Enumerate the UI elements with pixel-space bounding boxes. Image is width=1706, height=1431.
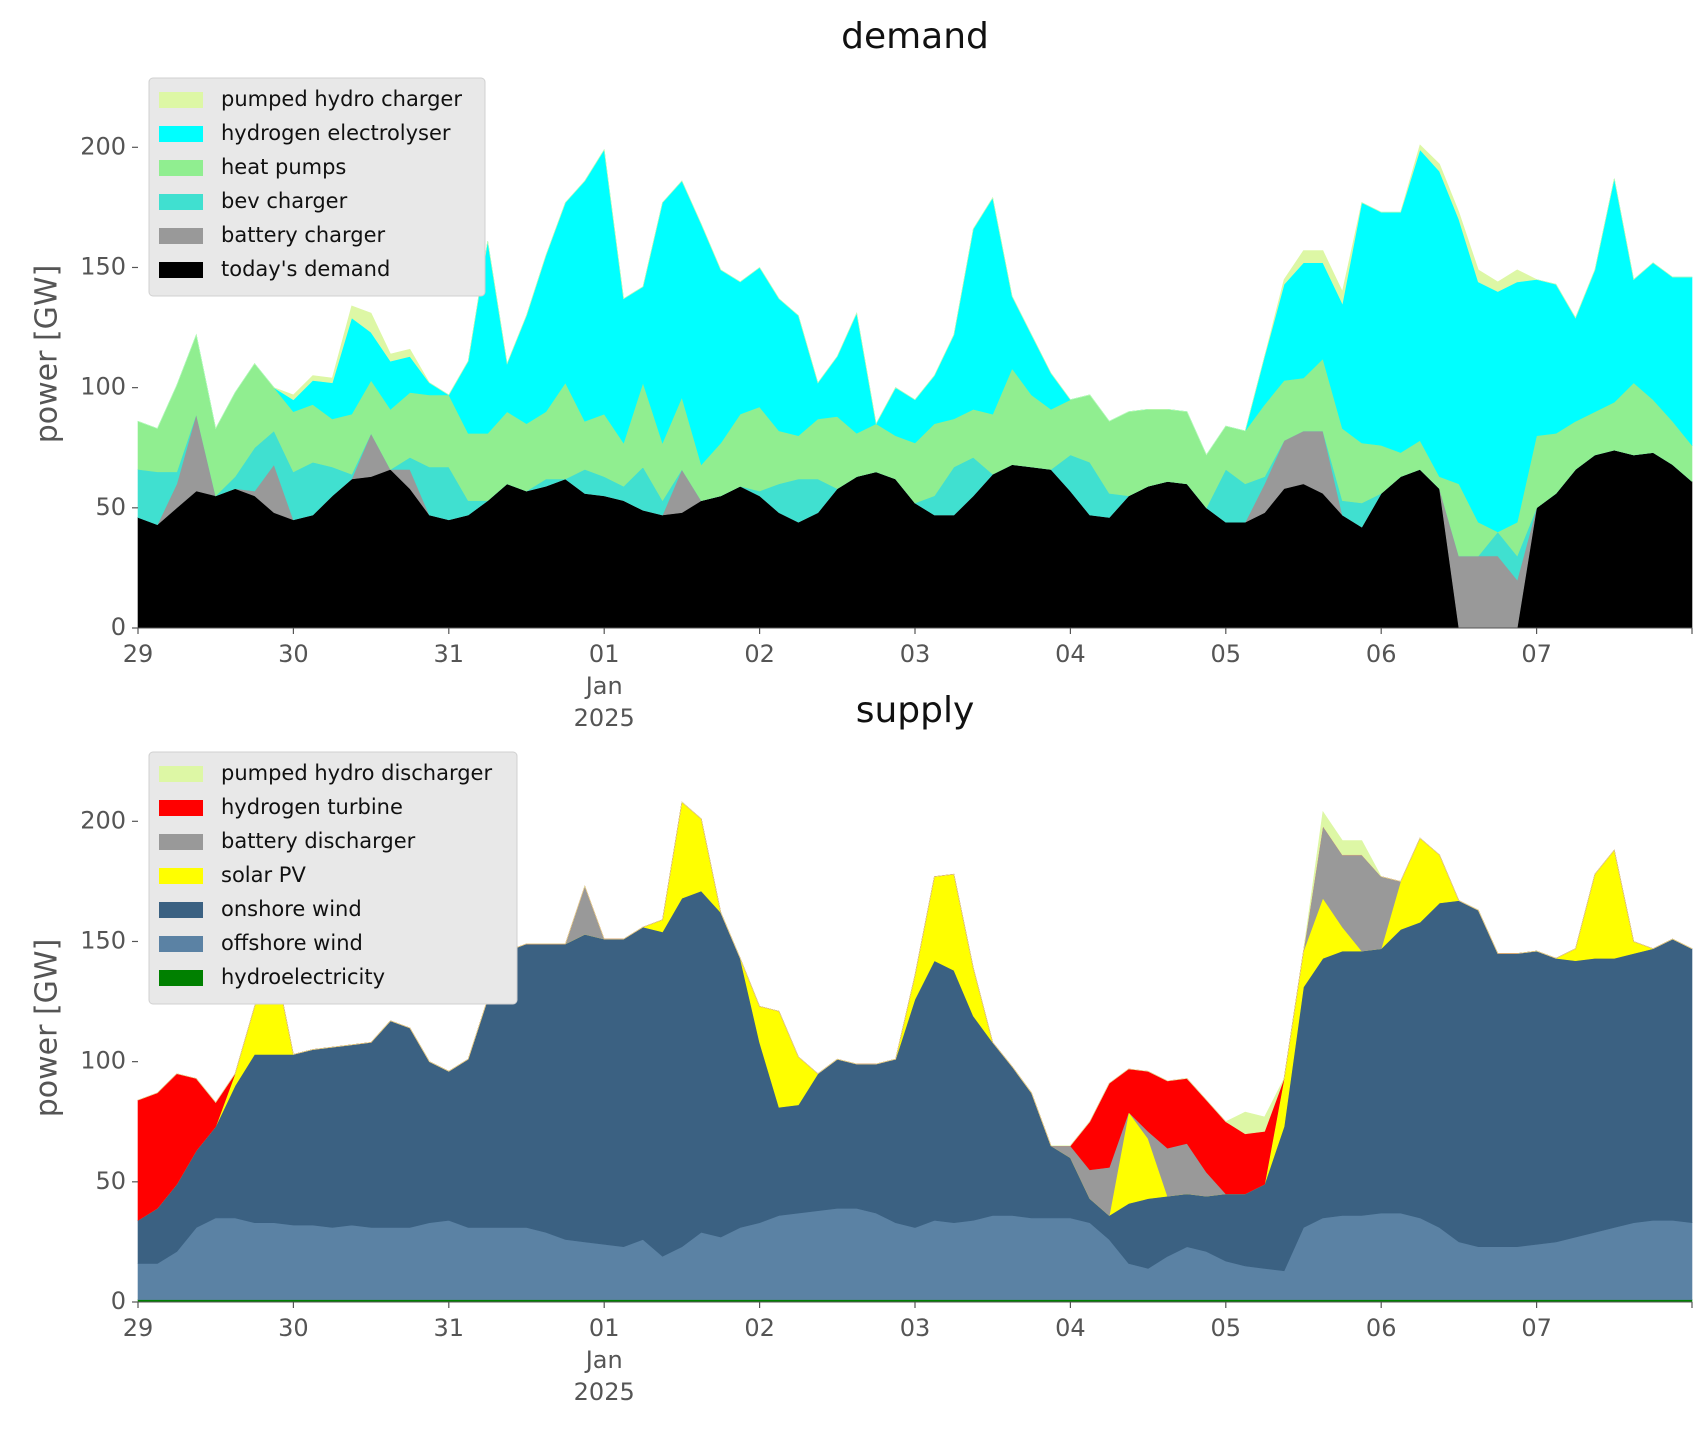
legend-label-pumped-hydro-discharger: pumped hydro discharger (221, 761, 492, 785)
y-tick-label: 100 (80, 373, 126, 401)
legend-swatch-pumped-hydro-charger (159, 92, 203, 108)
legend-swatch-hydrogen-turbine (159, 800, 203, 816)
legend-swatch-onshore-wind (159, 902, 203, 918)
x-tick-sublabel: 2025 (574, 704, 635, 732)
legend-label-today-s-demand: today's demand (221, 257, 390, 281)
x-tick-label: 05 (1211, 1314, 1242, 1342)
legend-label-onshore-wind: onshore wind (221, 897, 362, 921)
area-pumped-hydro-charger (137, 144, 1692, 456)
x-tick-sublabel: Jan (584, 1346, 623, 1374)
x-tick-label: 31 (434, 1314, 465, 1342)
legend-label-solar-pv: solar PV (221, 863, 306, 887)
chart-title: supply (856, 690, 975, 731)
x-tick-label: 01 (589, 1314, 620, 1342)
legend-swatch-battery-discharger (159, 834, 203, 850)
legend-label-battery-discharger: battery discharger (221, 829, 416, 853)
y-tick-label: 50 (95, 1167, 126, 1195)
y-tick-label: 200 (80, 132, 126, 160)
x-tick-label: 03 (900, 1314, 931, 1342)
y-tick-label: 150 (80, 926, 126, 954)
legend-label-hydrogen-electrolyser: hydrogen electrolyser (221, 121, 451, 145)
legend-swatch-battery-charger (159, 228, 203, 244)
y-axis-label: power [GW] (30, 939, 65, 1118)
legend-box (148, 751, 518, 1005)
x-tick-label: 01 (589, 640, 620, 668)
legend-swatch-heat-pumps (159, 160, 203, 176)
legend-label-hydrogen-turbine: hydrogen turbine (221, 795, 403, 819)
legend-swatch-solar-pv (159, 868, 203, 884)
x-tick-label: 04 (1055, 1314, 1086, 1342)
y-tick-label: 200 (80, 806, 126, 834)
legend-label-battery-charger: battery charger (221, 223, 386, 247)
x-tick-sublabel: Jan (584, 672, 623, 700)
x-tick-label: 06 (1366, 640, 1397, 668)
legend-swatch-pumped-hydro-discharger (159, 766, 203, 782)
x-tick-label: 04 (1055, 640, 1086, 668)
y-tick-label: 150 (80, 252, 126, 280)
legend-box (148, 77, 486, 297)
x-tick-label: 30 (278, 640, 309, 668)
legend-swatch-today-s-demand (159, 262, 203, 278)
area-pumped-hydro-discharger (137, 801, 1693, 1147)
legend-label-offshore-wind: offshore wind (221, 931, 363, 955)
x-tick-label: 02 (744, 640, 775, 668)
x-tick-label: 30 (278, 1314, 309, 1342)
x-tick-label: 06 (1366, 1314, 1397, 1342)
x-tick-label: 07 (1521, 1314, 1552, 1342)
y-axis-label: power [GW] (30, 265, 65, 444)
legend-label-hydroelectricity: hydroelectricity (221, 965, 385, 989)
x-tick-label: 29 (123, 640, 154, 668)
legend-label-bev-charger: bev charger (221, 189, 348, 213)
y-tick-label: 100 (80, 1047, 126, 1075)
x-tick-sublabel: 2025 (574, 1378, 635, 1406)
legend-label-pumped-hydro-charger: pumped hydro charger (221, 87, 462, 111)
legend-swatch-hydroelectricity (159, 970, 203, 986)
y-tick-label: 50 (95, 493, 126, 521)
legend-label-heat-pumps: heat pumps (221, 155, 346, 179)
x-tick-label: 05 (1211, 640, 1242, 668)
legend-swatch-hydrogen-electrolyser (159, 126, 203, 142)
y-tick-label: 0 (111, 613, 126, 641)
x-tick-label: 31 (434, 640, 465, 668)
legend-swatch-offshore-wind (159, 936, 203, 952)
legend-swatch-bev-charger (159, 194, 203, 210)
x-tick-label: 02 (744, 1314, 775, 1342)
chart-title: demand (841, 16, 989, 57)
x-tick-label: 03 (900, 640, 931, 668)
x-tick-label: 07 (1521, 640, 1552, 668)
y-tick-label: 0 (111, 1287, 126, 1315)
x-tick-label: 29 (123, 1314, 154, 1342)
